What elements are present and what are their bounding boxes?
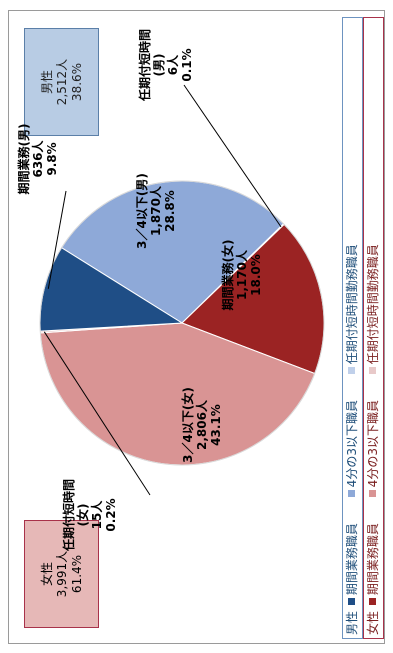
pie-label-line: 28.8% <box>163 190 177 232</box>
legend-male: 男性 期間業務職員 4分の3以下職員 任期付短時間勤務職員 <box>342 17 363 639</box>
legend-item-label: 4分の3以下職員 <box>366 400 380 488</box>
pie-label-line: 3／4以下(男) <box>134 173 149 249</box>
pie-label-line: 3／4以下(女) <box>180 387 195 463</box>
pie-label-line: (男) <box>152 54 166 77</box>
legend-swatch <box>369 490 376 498</box>
leader-line <box>47 190 67 289</box>
leader-line <box>183 84 282 228</box>
legend-male-head: 男性 <box>345 610 359 635</box>
pie-label-line: 期間業務(男) <box>16 124 31 195</box>
pie-label-line: 0.2% <box>104 498 118 531</box>
pie-label-line: 任期付短時間 <box>137 29 152 102</box>
pie-chart: 3／4以下(男)1,870人28.8% 期間業務(女)1,170人18.0% 3／4… <box>16 29 325 552</box>
pie-label-female-short: 任期付短時間(女)15人0.2% <box>61 479 118 552</box>
pie-label-line: 0.1% <box>180 48 194 81</box>
pie-label-line: 18.0% <box>249 254 263 296</box>
pie-label-female-kikan: 期間業務(女)1,170人18.0% <box>220 240 263 311</box>
pie-label-male-kikan: 期間業務(男)636人9.8% <box>16 124 59 195</box>
legend-item-label: 期間業務職員 <box>345 523 359 596</box>
legend-female-head: 女性 <box>366 610 380 635</box>
legend-swatch <box>369 367 376 375</box>
legend-item: 4分の3以下職員 <box>364 400 383 498</box>
legend-swatch <box>348 490 355 498</box>
pie-label-male-short: 任期付短時間(男)6人0.1% <box>137 29 194 102</box>
pie-outline <box>39 180 325 466</box>
chart-frame <box>8 10 385 644</box>
pie-label-line: 任期付短時間 <box>61 479 76 552</box>
pie-slices <box>39 180 325 466</box>
legend-item-label: 任期付短時間勤務職員 <box>366 244 380 365</box>
legend-item: 期間業務職員 <box>364 523 383 606</box>
legend-item: 期間業務職員 <box>343 523 362 606</box>
pie-label-male-3-4: 3／4以下(男)1,870人28.8% <box>134 173 177 249</box>
pie-labels: 3／4以下(男)1,870人28.8% 期間業務(女)1,170人18.0% 3／4… <box>16 29 263 552</box>
pie-label-line: 43.1% <box>209 404 223 446</box>
legend-swatch <box>348 598 355 606</box>
leader-lines <box>43 84 282 496</box>
legend-swatch <box>369 598 376 606</box>
pie-label-line: 6人 <box>165 54 180 75</box>
pie-label-line: (女) <box>75 504 90 527</box>
pie-label-female-3-4: 3／4以下(女)2,806人43.1% <box>180 387 223 463</box>
legend-female: 女性 期間業務職員 4分の3以下職員 任期付短時間勤務職員 <box>363 17 384 639</box>
pie-label-line: 636人 <box>30 139 45 177</box>
pie-label-line: 2,806人 <box>194 399 209 450</box>
legend-swatch <box>348 367 355 375</box>
legend-item-label: 任期付短時間勤務職員 <box>345 244 359 365</box>
pie-label-line: 9.8% <box>45 142 59 175</box>
pie-label-line: 期間業務(女) <box>220 240 235 311</box>
legend-item: 4分の3以下職員 <box>343 400 362 498</box>
pie-label-line: 1,170人 <box>234 249 249 300</box>
pie-label-line: 15人 <box>89 500 104 530</box>
rotated-chart-area: 女性 3,991人 61.4% 男性 2,512人 38.6% 3／4以下(男)… <box>10 13 385 643</box>
legend-item-label: 4分の3以下職員 <box>345 400 359 488</box>
legend-item-label: 期間業務職員 <box>366 523 380 596</box>
pie-label-line: 1,870人 <box>148 185 163 236</box>
legend-item: 任期付短時間勤務職員 <box>343 244 362 375</box>
legend-item: 任期付短時間勤務職員 <box>364 244 383 375</box>
leader-line <box>43 331 151 496</box>
